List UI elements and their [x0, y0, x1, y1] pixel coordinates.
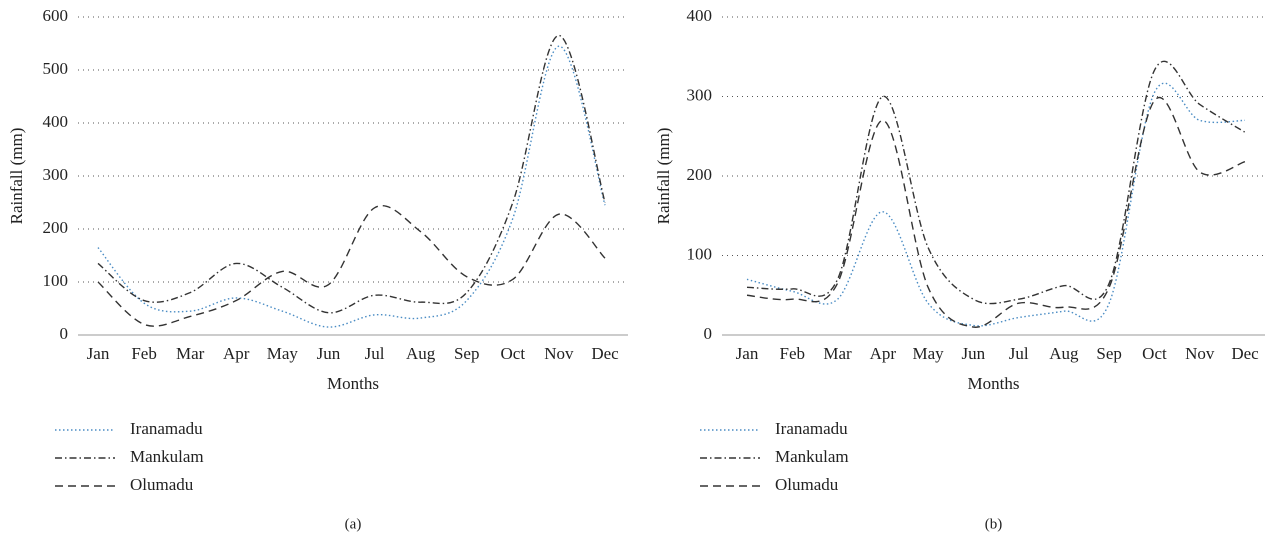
x-tick-label: Oct [501, 344, 526, 363]
x-tick-label: Jul [365, 344, 385, 363]
x-tick-label: May [267, 344, 299, 363]
x-tick-label: Sep [1096, 344, 1122, 363]
x-tick-label: Jan [87, 344, 110, 363]
series-line [746, 96, 1246, 328]
legend-label: Iranamadu [775, 419, 848, 438]
x-tick-label: Mar [176, 344, 205, 363]
series-line [746, 60, 1246, 305]
y-tick-label: 0 [60, 324, 69, 343]
x-tick-label: Aug [1049, 344, 1079, 363]
x-tick-label: Jan [736, 344, 759, 363]
x-tick-label: Nov [1185, 344, 1215, 363]
y-tick-label: 100 [687, 244, 713, 263]
y-axis-label: Rainfall (mm) [7, 128, 26, 225]
x-tick-label: Feb [780, 344, 806, 363]
x-tick-label: Apr [870, 344, 897, 363]
series-line [97, 45, 606, 328]
series-line [97, 34, 606, 314]
x-tick-label: Nov [544, 344, 574, 363]
x-tick-label: Mar [823, 344, 852, 363]
x-tick-label: Oct [1142, 344, 1167, 363]
y-tick-label: 200 [687, 165, 713, 184]
series-line [97, 205, 606, 327]
y-tick-label: 300 [687, 85, 713, 104]
y-tick-label: 400 [43, 112, 69, 131]
x-tick-label: Sep [454, 344, 480, 363]
y-tick-label: 500 [43, 59, 69, 78]
x-tick-label: Jun [962, 344, 986, 363]
legend-label: Olumadu [130, 475, 194, 494]
y-tick-label: 600 [43, 6, 69, 25]
legend-label: Iranamadu [130, 419, 203, 438]
series-line [746, 82, 1246, 327]
x-tick-label: Apr [223, 344, 250, 363]
x-axis-label: Months [968, 374, 1020, 393]
y-tick-label: 200 [43, 218, 69, 237]
panel-label: (b) [985, 516, 1003, 532]
legend-label: Mankulam [775, 447, 849, 466]
y-axis-label: Rainfall (mm) [654, 128, 673, 225]
y-tick-label: 300 [43, 165, 69, 184]
x-tick-label: Jun [317, 344, 341, 363]
y-tick-label: 0 [704, 324, 713, 343]
x-tick-label: Jul [1009, 344, 1029, 363]
x-tick-label: Aug [406, 344, 436, 363]
y-tick-label: 100 [43, 271, 69, 290]
x-tick-label: Feb [131, 344, 157, 363]
x-tick-label: May [913, 344, 945, 363]
legend-label: Olumadu [775, 475, 839, 494]
x-tick-label: Dec [1231, 344, 1259, 363]
legend-label: Mankulam [130, 447, 204, 466]
x-tick-label: Dec [591, 344, 619, 363]
panel-label: (a) [345, 516, 362, 532]
x-axis-label: Months [327, 374, 379, 393]
y-tick-label: 400 [687, 6, 713, 25]
